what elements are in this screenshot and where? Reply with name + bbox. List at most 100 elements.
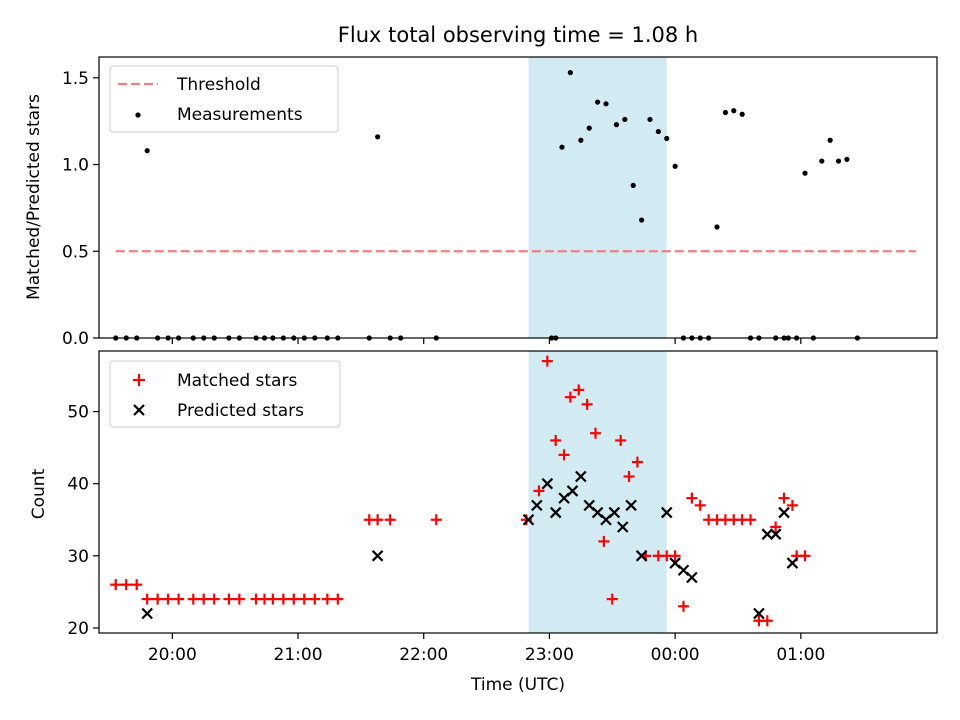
bottom-legend-box bbox=[109, 360, 341, 428]
matched-star-point bbox=[141, 593, 153, 605]
legend-threshold-label: Threshold bbox=[176, 75, 261, 95]
legend-measurements-label: Measurements bbox=[177, 105, 303, 125]
measurement-point bbox=[835, 158, 842, 164]
matched-star-point bbox=[223, 593, 235, 605]
predicted-star-point bbox=[769, 528, 782, 540]
matched-star-point bbox=[173, 593, 185, 605]
measurement-point bbox=[630, 182, 636, 188]
predicted-star-point bbox=[608, 506, 621, 519]
top-y-tick-label: 1.5 bbox=[62, 69, 89, 89]
x-tick-label: 23:00 bbox=[525, 645, 574, 665]
measurement-point bbox=[731, 108, 737, 114]
matched-star-point bbox=[267, 593, 279, 605]
predicted-star-point bbox=[625, 499, 637, 512]
bottom-y-tick-label: 40 bbox=[67, 475, 89, 495]
x-tick-label: 20:00 bbox=[148, 645, 197, 665]
measurement-point bbox=[613, 122, 620, 128]
measurement-point bbox=[567, 70, 573, 76]
top-y-tick-label: 0.5 bbox=[62, 242, 89, 262]
matched-star-point bbox=[770, 521, 782, 533]
bottom-y-tick-label: 50 bbox=[67, 403, 89, 423]
chart-title: Flux total observing time = 1.08 h bbox=[338, 23, 698, 47]
matched-star-point bbox=[187, 593, 199, 605]
top-y-tick-label: 0.0 bbox=[62, 329, 89, 349]
predicted-star-point bbox=[786, 557, 799, 569]
bottom-y-ticks: 20 30 40 50 bbox=[67, 403, 99, 639]
matched-star-point bbox=[198, 593, 210, 605]
predicted-star-point bbox=[549, 506, 562, 519]
measurement-point bbox=[722, 109, 729, 116]
predicted-star-points bbox=[141, 470, 799, 620]
predicted-star-point bbox=[660, 506, 673, 519]
matched-star-point bbox=[309, 593, 321, 605]
measurement-point bbox=[714, 224, 720, 230]
matched-star-points bbox=[110, 355, 811, 627]
bottom-legend: Matched stars Predicted stars bbox=[109, 360, 341, 428]
bottom-x-ticks: 20:00 21:00 22:00 23:00 00:00 01:00 bbox=[148, 633, 825, 665]
top-panel: 0.0 0.5 1.0 1.5 Matched/Predicted stars Thr… bbox=[24, 56, 938, 349]
top-y-tick-label: 1.0 bbox=[62, 156, 89, 176]
measurement-point bbox=[819, 158, 825, 164]
predicted-star-point bbox=[686, 571, 698, 584]
matched-star-point bbox=[606, 593, 618, 605]
x-tick-label: 00:00 bbox=[651, 645, 700, 665]
predicted-star-point bbox=[575, 470, 587, 483]
measurement-point bbox=[802, 170, 808, 176]
matched-star-point bbox=[761, 615, 773, 627]
predicted-star-point bbox=[761, 528, 774, 540]
bottom-axes-frame bbox=[98, 350, 938, 634]
predicted-star-point bbox=[541, 477, 554, 490]
matched-star-point bbox=[277, 593, 289, 605]
matched-star-point bbox=[573, 384, 585, 396]
predicted-star-point bbox=[753, 607, 765, 620]
measurement-point bbox=[827, 137, 833, 143]
measurement-point bbox=[144, 148, 150, 154]
legend-matched-swatch bbox=[133, 374, 145, 386]
matched-star-point bbox=[615, 434, 627, 446]
matched-star-point bbox=[669, 550, 681, 562]
predicted-star-point bbox=[635, 550, 648, 562]
x-tick-label: 22:00 bbox=[399, 645, 448, 665]
measurement-point bbox=[622, 116, 628, 123]
matched-star-point bbox=[631, 456, 643, 468]
matched-star-point bbox=[430, 514, 442, 526]
matched-star-point bbox=[372, 514, 384, 526]
measurement-point bbox=[375, 134, 381, 140]
matched-star-point bbox=[332, 593, 344, 605]
predicted-star-point bbox=[566, 485, 579, 497]
bottom-highlight-span bbox=[528, 351, 667, 633]
matched-star-point bbox=[533, 485, 545, 497]
matched-star-point bbox=[131, 579, 143, 591]
x-axis-label: Time (UTC) bbox=[470, 675, 565, 695]
matched-star-point bbox=[550, 434, 562, 446]
matched-star-point bbox=[541, 355, 553, 367]
matched-star-point bbox=[298, 593, 310, 605]
matched-star-point bbox=[208, 593, 220, 605]
matched-star-point bbox=[321, 593, 333, 605]
matched-star-point bbox=[694, 499, 706, 511]
measurement-point bbox=[844, 156, 850, 162]
top-x-ticks bbox=[171, 338, 802, 344]
matched-star-point bbox=[110, 579, 122, 591]
measurement-point bbox=[639, 217, 645, 223]
measurement-point bbox=[672, 163, 678, 169]
legend-predicted-swatch bbox=[133, 404, 145, 416]
measurement-point bbox=[578, 137, 584, 143]
matched-star-point bbox=[120, 579, 132, 591]
matched-star-point bbox=[778, 492, 790, 504]
matched-star-point bbox=[581, 398, 593, 410]
matched-star-point bbox=[152, 593, 164, 605]
x-tick-label: 21:00 bbox=[274, 645, 323, 665]
measurement-point bbox=[739, 111, 745, 117]
matched-star-point bbox=[678, 600, 690, 612]
top-y-axis-label: Matched/Predicted stars bbox=[24, 94, 44, 300]
measurement-point bbox=[655, 128, 661, 135]
legend-measurement-swatch bbox=[135, 112, 141, 118]
bottom-y-tick-label: 20 bbox=[67, 619, 89, 639]
matched-star-point bbox=[799, 550, 811, 562]
matched-star-point bbox=[520, 514, 532, 526]
matched-star-point bbox=[686, 492, 698, 504]
matched-star-point bbox=[288, 593, 300, 605]
